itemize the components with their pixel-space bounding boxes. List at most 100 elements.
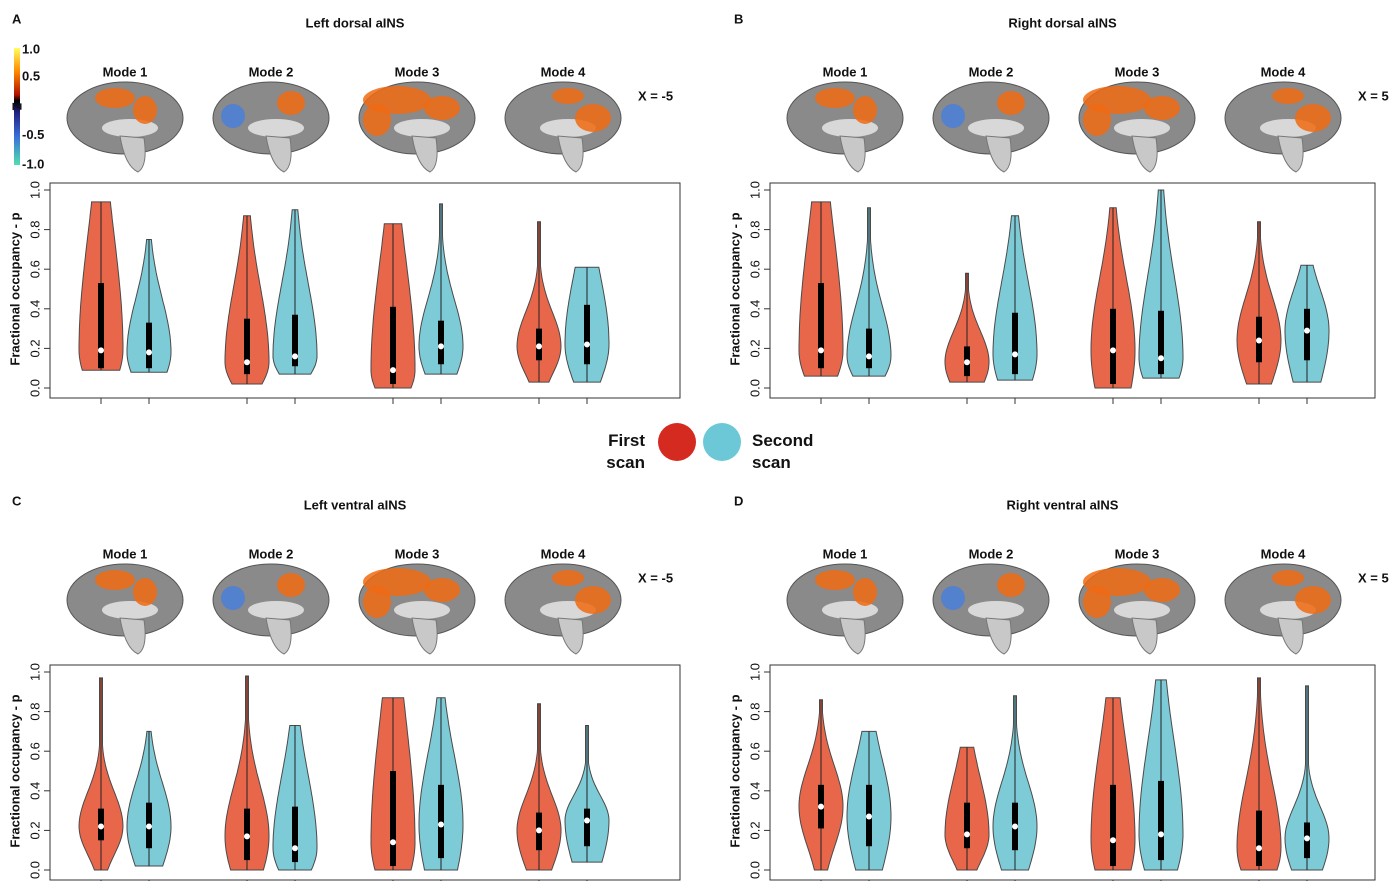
activation	[221, 586, 245, 610]
activation	[1272, 570, 1304, 586]
activation	[133, 578, 157, 606]
mode-label: Mode 1	[823, 64, 868, 79]
median	[584, 341, 590, 347]
brain-inner	[968, 119, 1024, 137]
panel-label: C	[12, 493, 22, 508]
y-tick-label: 0.8	[27, 221, 42, 239]
activation	[1083, 104, 1111, 136]
iqr-box	[818, 283, 824, 368]
legend-swatch	[703, 423, 741, 461]
activation	[575, 586, 611, 614]
median	[438, 343, 444, 349]
mode-label: Mode 2	[969, 64, 1014, 79]
iqr-box	[390, 771, 396, 866]
activation	[424, 96, 460, 120]
iqr-box	[1158, 781, 1164, 860]
activation	[424, 578, 460, 602]
median	[438, 821, 444, 827]
iqr-box	[244, 319, 250, 374]
median	[1304, 835, 1310, 841]
activation	[853, 578, 877, 606]
panel-label: A	[12, 11, 22, 26]
mode-label: Mode 1	[103, 546, 148, 561]
slice-label: X = 5	[1358, 88, 1389, 103]
mode-label: Mode 1	[823, 546, 868, 561]
activation	[1083, 586, 1111, 618]
y-tick-label: 0.6	[747, 260, 762, 278]
median	[390, 839, 396, 845]
legend-label: Second scan	[752, 430, 832, 474]
brain-inner	[968, 601, 1024, 619]
y-tick-label: 0.2	[747, 821, 762, 839]
brain-inner	[248, 601, 304, 619]
median	[1012, 351, 1018, 357]
activation	[997, 91, 1025, 115]
colorbar-label: Z	[10, 103, 25, 111]
y-tick-label: 0.4	[27, 782, 42, 800]
y-tick-label: 0.8	[27, 703, 42, 721]
iqr-box	[584, 305, 590, 364]
y-tick-label: 0.6	[747, 742, 762, 760]
y-tick-label: 1.0	[27, 663, 42, 681]
panel-label: B	[734, 11, 743, 26]
activation	[1272, 88, 1304, 104]
slice-label: X = -5	[638, 570, 673, 585]
iqr-box	[146, 323, 152, 369]
activation	[95, 570, 135, 590]
median	[146, 823, 152, 829]
y-tick-label: 0.2	[747, 339, 762, 357]
median	[98, 347, 104, 353]
brain-inner	[1114, 119, 1170, 137]
iqr-box	[292, 807, 298, 862]
mode-label: Mode 3	[1115, 546, 1160, 561]
brain-inner	[248, 119, 304, 137]
iqr-box	[1304, 309, 1310, 360]
colorbar-tick-label: -1.0	[22, 156, 44, 171]
mode-label: Mode 2	[249, 546, 294, 561]
median	[964, 831, 970, 837]
y-tick-label: 0.8	[747, 221, 762, 239]
median	[244, 359, 250, 365]
iqr-box	[866, 329, 872, 369]
activation	[552, 88, 584, 104]
y-tick-label: 1.0	[27, 181, 42, 199]
activation	[575, 104, 611, 132]
mode-label: Mode 4	[541, 64, 587, 79]
chart: 1.00.5-0.5-1.0ZALeft dorsal aINS0.00.20.…	[0, 0, 1390, 881]
iqr-box	[964, 803, 970, 849]
colorbar-tick-label: -0.5	[22, 127, 44, 142]
y-tick-label: 0.0	[27, 379, 42, 397]
panel-title: Left ventral aINS	[304, 497, 407, 512]
legend-label: First scan	[575, 430, 645, 474]
median	[1110, 837, 1116, 843]
mode-label: Mode 3	[1115, 64, 1160, 79]
median	[964, 359, 970, 365]
median	[1110, 347, 1116, 353]
y-tick-label: 0.4	[747, 782, 762, 800]
y-tick-label: 0.0	[747, 861, 762, 879]
y-tick-label: 0.6	[27, 742, 42, 760]
median	[866, 353, 872, 359]
activation	[941, 104, 965, 128]
activation	[1144, 96, 1180, 120]
mode-label: Mode 3	[395, 64, 440, 79]
y-axis-label: Fractional occupancy - p	[727, 212, 742, 365]
median	[292, 353, 298, 359]
brain-inner	[394, 601, 450, 619]
activation	[363, 586, 391, 618]
median	[866, 814, 872, 820]
y-tick-label: 0.2	[27, 339, 42, 357]
activation	[853, 96, 877, 124]
median	[292, 845, 298, 851]
iqr-box	[584, 809, 590, 847]
slice-label: X = -5	[638, 88, 673, 103]
activation	[997, 573, 1025, 597]
y-tick-label: 1.0	[747, 663, 762, 681]
panel-title: Right ventral aINS	[1007, 497, 1119, 512]
activation	[363, 104, 391, 136]
y-tick-label: 0.4	[747, 300, 762, 318]
median	[146, 349, 152, 355]
median	[1158, 355, 1164, 361]
iqr-box	[1110, 785, 1116, 866]
mode-label: Mode 4	[1261, 546, 1307, 561]
